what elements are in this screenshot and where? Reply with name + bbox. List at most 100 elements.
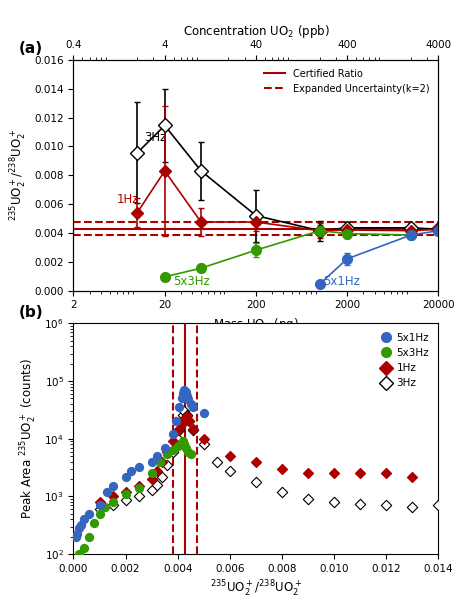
Point	[183, 391, 191, 401]
Point	[178, 438, 185, 447]
Point	[148, 474, 155, 484]
Point	[190, 403, 197, 412]
Point	[91, 518, 98, 528]
Point	[101, 503, 109, 512]
Point	[181, 415, 188, 424]
Point	[135, 483, 142, 493]
Point	[178, 417, 185, 426]
Point	[96, 497, 103, 507]
Point	[183, 411, 191, 420]
Point	[73, 530, 81, 539]
Point	[77, 520, 85, 530]
Point	[164, 449, 171, 458]
Point	[122, 487, 129, 497]
Point	[182, 443, 190, 452]
Point	[174, 434, 182, 443]
Y-axis label: $^{235}$UO$_2^+$/$^{238}$UO$_2^+$: $^{235}$UO$_2^+$/$^{238}$UO$_2^+$	[9, 129, 28, 222]
Point	[85, 509, 93, 519]
Point	[356, 468, 364, 478]
Point	[183, 410, 191, 420]
Text: 5x3Hz: 5x3Hz	[173, 276, 210, 289]
Point	[175, 403, 183, 412]
Point	[200, 408, 208, 418]
Text: (b): (b)	[18, 305, 43, 320]
Point	[109, 482, 117, 491]
Point	[175, 425, 183, 435]
Point	[356, 499, 364, 509]
Text: (a): (a)	[18, 41, 43, 56]
Point	[182, 387, 190, 397]
Text: 1Hz: 1Hz	[117, 193, 139, 205]
Point	[103, 487, 111, 497]
Point	[122, 496, 129, 506]
Point	[135, 462, 142, 472]
Point	[278, 464, 286, 474]
Text: 5x1Hz: 5x1Hz	[324, 276, 360, 289]
Point	[109, 501, 117, 510]
Point	[109, 492, 117, 501]
Point	[179, 410, 187, 420]
Point	[186, 417, 193, 426]
Point	[169, 437, 176, 446]
Point	[181, 440, 188, 449]
X-axis label: $^{235}$UO$_2^+$/$^{238}$UO$_2^+$: $^{235}$UO$_2^+$/$^{238}$UO$_2^+$	[210, 579, 302, 599]
Text: 3Hz: 3Hz	[145, 131, 167, 144]
Point	[75, 549, 82, 559]
Point	[153, 451, 161, 461]
Point	[148, 468, 155, 478]
Point	[226, 451, 234, 461]
Point	[226, 466, 234, 476]
Point	[184, 447, 192, 456]
Point	[383, 468, 390, 478]
Point	[200, 434, 208, 443]
X-axis label: Concentration UO$_2$ (ppb): Concentration UO$_2$ (ppb)	[182, 23, 329, 40]
Point	[304, 494, 312, 504]
Point	[252, 457, 260, 467]
Point	[161, 443, 169, 452]
Point	[153, 480, 161, 489]
Point	[213, 457, 221, 467]
Point	[72, 532, 80, 541]
Point	[169, 447, 176, 456]
Point	[96, 509, 103, 519]
Legend: 5x1Hz, 5x3Hz, 1Hz, 3Hz: 5x1Hz, 5x3Hz, 1Hz, 3Hz	[375, 329, 433, 392]
Point	[109, 497, 117, 507]
Point	[409, 503, 416, 512]
Point	[127, 466, 135, 476]
Point	[330, 468, 338, 478]
Point	[96, 504, 103, 514]
Point	[122, 489, 129, 499]
Point	[435, 501, 442, 510]
Point	[155, 457, 163, 467]
Point	[179, 388, 187, 398]
Point	[278, 487, 286, 497]
Point	[190, 424, 197, 434]
Point	[122, 472, 129, 482]
Point	[181, 385, 188, 395]
Point	[135, 492, 142, 501]
Point	[148, 457, 155, 467]
Point	[187, 449, 195, 458]
Point	[85, 532, 93, 541]
Point	[80, 543, 88, 552]
Point	[304, 468, 312, 478]
Point	[96, 501, 103, 510]
Point	[190, 425, 197, 435]
Point	[181, 407, 188, 416]
Point	[186, 417, 193, 426]
Point	[158, 472, 166, 482]
Point	[184, 395, 192, 404]
X-axis label: Mass UO$_2$ (pg): Mass UO$_2$ (pg)	[213, 316, 299, 333]
Point	[158, 457, 166, 467]
Point	[178, 419, 185, 429]
Point	[409, 472, 416, 482]
Point	[200, 440, 208, 449]
Point	[75, 524, 82, 533]
Point	[383, 501, 390, 510]
Point	[135, 482, 142, 491]
Point	[169, 429, 176, 439]
Point	[169, 445, 176, 455]
Legend: Certified Ratio, Expanded Uncertainty(k=2): Certified Ratio, Expanded Uncertainty(k=…	[260, 65, 434, 98]
Y-axis label: Peak Area $^{235}$UO$_2^+$ (counts): Peak Area $^{235}$UO$_2^+$ (counts)	[18, 358, 39, 519]
Point	[252, 477, 260, 486]
